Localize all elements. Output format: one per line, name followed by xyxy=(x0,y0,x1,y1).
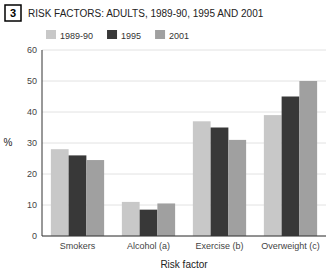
legend-swatch xyxy=(155,30,165,39)
legend-label: 2001 xyxy=(169,31,189,41)
chart-svg: 3 RISK FACTORS: ADULTS, 1989-90, 1995 AND… xyxy=(0,0,334,275)
bar xyxy=(282,97,300,237)
y-tick-label: 10 xyxy=(27,200,37,210)
bars xyxy=(51,81,317,236)
title-row: 3 RISK FACTORS: ADULTS, 1989-90, 1995 AND… xyxy=(5,5,264,21)
legend: 1989-90 1995 2001 xyxy=(46,30,189,41)
grid-line xyxy=(42,236,326,237)
bar xyxy=(86,160,104,236)
x-axis-line xyxy=(42,236,326,237)
y-tick-label: 30 xyxy=(27,138,37,148)
y-tick-label: 20 xyxy=(27,169,37,179)
x-tick-label: Smokers xyxy=(60,241,96,251)
y-tick-label: 0 xyxy=(32,231,37,241)
bar xyxy=(211,128,229,237)
grid-line xyxy=(42,50,326,51)
grid xyxy=(42,50,326,236)
legend-swatch xyxy=(107,30,117,39)
bar xyxy=(69,155,87,236)
grid-line xyxy=(42,81,326,82)
x-axis-label: Risk factor xyxy=(160,259,208,270)
y-axis: 0 10 20 30 40 50 60% xyxy=(4,45,42,241)
legend-label: 1995 xyxy=(121,31,141,41)
y-axis-label: % xyxy=(4,137,13,148)
x-axis: Smokers Alcohol (a) Exercise (b) Overweight… xyxy=(42,236,326,270)
graph-number: 3 xyxy=(10,7,16,19)
bar xyxy=(51,149,69,236)
bar xyxy=(193,121,211,236)
bar xyxy=(264,115,282,236)
x-tick-label: Overweight (c) xyxy=(261,241,320,251)
y-tick-label: 40 xyxy=(27,107,37,117)
bar xyxy=(299,81,317,236)
x-tick-label: Alcohol (a) xyxy=(127,241,170,251)
chart-container: 3 RISK FACTORS: ADULTS, 1989-90, 1995 AND… xyxy=(0,0,334,275)
bar xyxy=(157,203,175,236)
y-tick-label: 50 xyxy=(27,76,37,86)
y-axis-line xyxy=(42,50,43,236)
bar xyxy=(140,210,158,236)
bar xyxy=(122,202,140,236)
y-tick-label: 60 xyxy=(27,45,37,55)
x-tick-label: Exercise (b) xyxy=(195,241,243,251)
legend-label: 1989-90 xyxy=(60,31,93,41)
graph-number-box xyxy=(5,5,21,21)
legend-swatch xyxy=(46,30,56,39)
bar xyxy=(228,140,246,236)
title: RISK FACTORS: ADULTS, 1989-90, 1995 AND … xyxy=(28,8,264,19)
